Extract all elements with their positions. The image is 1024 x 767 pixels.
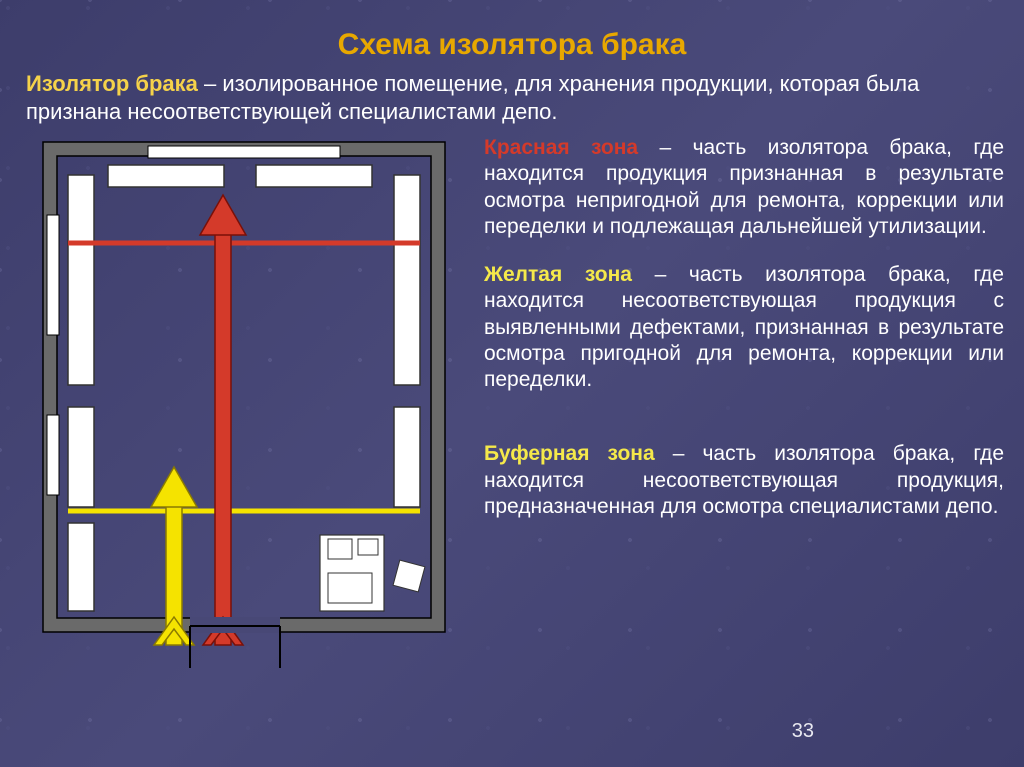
zone-yellow-name: Желтая зона	[484, 263, 632, 286]
zone-descriptions: Красная зона – часть изолятора брака, гд…	[470, 135, 1004, 675]
zone-red: Красная зона – часть изолятора брака, гд…	[484, 135, 1004, 240]
intro-paragraph: Изолятор брака – изолированное помещение…	[0, 62, 1024, 135]
content-row: Красная зона – часть изолятора брака, гд…	[0, 135, 1024, 675]
page-number: 33	[792, 720, 814, 743]
page-title: Схема изолятора брака	[0, 0, 1024, 62]
zone-buffer: Буферная зона – часть изолятора брака, г…	[484, 441, 1004, 520]
intro-term: Изолятор брака	[26, 71, 198, 96]
floor-plan-diagram	[20, 135, 460, 675]
zone-yellow: Желтая зона – часть изолятора брака, где…	[484, 262, 1004, 393]
diagram-container	[20, 135, 470, 675]
zone-red-name: Красная зона	[484, 136, 638, 159]
zone-buffer-name: Буферная зона	[484, 442, 655, 465]
title-text: Схема изолятора брака	[338, 28, 687, 61]
